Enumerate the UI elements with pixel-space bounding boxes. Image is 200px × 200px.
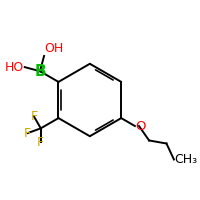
Text: OH: OH [44, 42, 64, 55]
Text: F: F [24, 127, 31, 140]
Text: B: B [34, 64, 46, 79]
Text: HO: HO [5, 61, 24, 74]
Text: O: O [135, 120, 146, 133]
Text: F: F [37, 136, 44, 149]
Text: CH₃: CH₃ [175, 153, 198, 166]
Text: F: F [30, 110, 37, 123]
